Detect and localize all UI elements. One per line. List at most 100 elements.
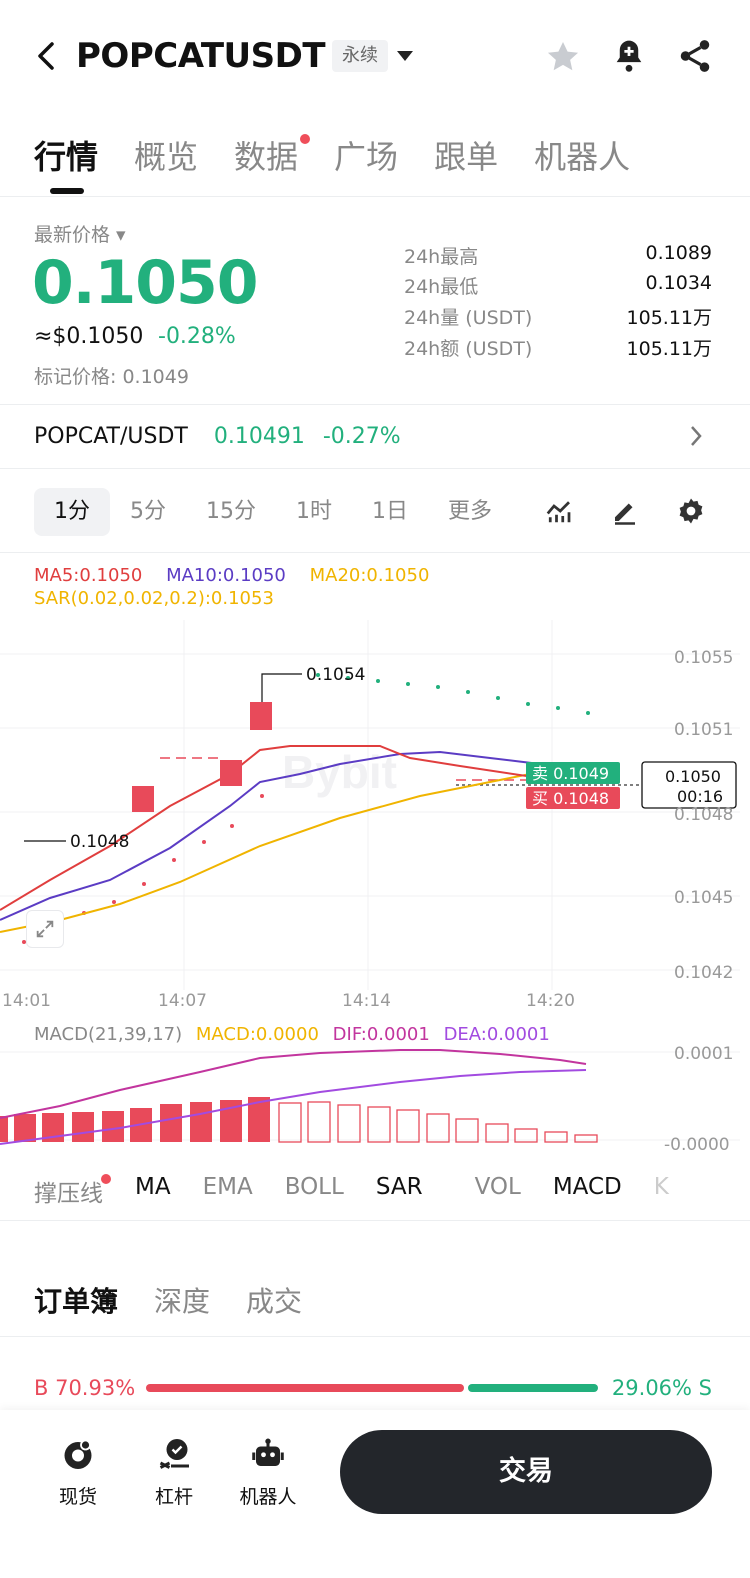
toggle-kdj[interactable]: K [653,1174,669,1200]
draw-tool-button[interactable] [610,496,640,530]
nav-bots-label: 机器人 [239,1486,297,1508]
sell-ratio-bar [468,1384,598,1392]
indicator-button[interactable] [544,496,574,530]
tab-orderbook[interactable]: 订单簿 [34,1285,119,1318]
divider [0,1220,750,1221]
buy-tag: 买 0.1048 [532,789,609,808]
chart-settings-button[interactable] [676,496,706,530]
spot-pair-row[interactable]: POPCAT/USDT 0.10491 -0.27% [34,424,401,449]
indicator-toggles: 撑压线 MA EMA BOLL SAR VOL MACD K [34,1174,669,1208]
interval-1m[interactable]: 1分 [34,488,110,536]
robot-icon [252,1438,284,1466]
high-annotation: 0.1054 [306,665,365,685]
interval-more[interactable]: 更多 [448,499,493,524]
caret-down-icon [397,51,413,61]
y-tick: 0.1051 [674,720,733,740]
main-tabs: 行情 概览 数据 广场 跟单 机器人 [34,132,666,178]
toggle-ema[interactable]: EMA [202,1174,253,1200]
usd-price: ≈$0.1050 [34,324,144,349]
divider [0,468,750,469]
notification-dot [101,1174,111,1184]
tab-bots[interactable]: 机器人 [534,138,631,176]
x-tick: 14:20 [526,991,575,1011]
ma20-value: MA20:0.1050 [309,565,430,586]
spot-pair: POPCAT/USDT [34,424,188,449]
price-change: -0.28% [158,324,236,349]
mark-price: 标记价格: 0.1049 [34,366,189,388]
price-alert-button[interactable] [610,36,648,80]
last-price-tag: 0.1050 [665,767,721,786]
perpetual-tag: 永续 [332,40,388,72]
nav-bots[interactable]: 机器人 [228,1434,308,1509]
interval-5m[interactable]: 5分 [130,499,166,524]
orderbook-tabs: 订单簿 深度 成交 [34,1280,338,1320]
favorite-button[interactable] [544,38,582,80]
back-button[interactable] [30,38,66,74]
bell-plus-icon [616,40,642,72]
toggle-vol[interactable]: VOL [474,1174,521,1200]
candle-countdown: 00:16 [677,787,723,806]
sar-value: SAR(0.02,0.02,0.2):0.1053 [34,588,274,609]
stat-volume: 24h量 (USDT) 105.11万 [404,307,712,329]
toggle-boll[interactable]: BOLL [284,1174,344,1200]
pair-title[interactable]: POPCATUSDT [76,36,326,76]
sell-tag: 卖 0.1049 [532,764,609,783]
tab-data[interactable]: 数据 [234,132,311,178]
candle [220,760,242,786]
tab-depth[interactable]: 深度 [154,1285,211,1318]
expand-icon [36,920,54,938]
tab-overview[interactable]: 概览 [134,138,199,176]
leverage-icon [159,1439,189,1469]
tab-trades[interactable]: 成交 [246,1285,303,1318]
toggle-ma[interactable]: MA [135,1174,171,1200]
fullscreen-button[interactable] [26,910,64,948]
spot-row-arrow[interactable] [688,424,704,452]
spot-change: -0.27% [322,424,401,449]
interval-1d[interactable]: 1日 [372,499,408,524]
macd-legend: MACD(21,39,17) MACD:0.0000 DIF:0.0001 DE… [34,1024,550,1045]
price-chart[interactable]: Bybit 0.1054 0.1048 卖 0.1049 买 0.1048 0.… [0,610,750,1020]
ma-legend: MA5:0.1050 MA10:0.1050 MA20:0.1050 SAR(0… [34,565,447,609]
pencil-icon [615,503,635,525]
ma10-line [0,750,541,921]
divider [0,404,750,405]
share-icon [680,40,710,72]
interval-1h[interactable]: 1时 [296,499,332,524]
interval-15m[interactable]: 15分 [206,499,256,524]
macd-y-tick: -0.0000 [664,1135,730,1155]
macd-chart[interactable]: 0.0001 -0.0000 [0,1040,750,1160]
sell-ratio: 29.06% S [611,1376,712,1400]
trade-button[interactable]: 交易 [340,1430,712,1514]
toggle-support-resistance[interactable]: 撑压线 [34,1174,111,1208]
tab-copy-trading[interactable]: 跟单 [434,138,499,176]
chart-watermark: Bybit [282,746,397,798]
share-button[interactable] [676,36,714,80]
ma5-line [0,745,541,911]
latest-price-label[interactable]: 最新价格 ▾ [34,224,126,246]
nav-spot[interactable]: 现货 [38,1434,118,1509]
gear-icon [679,498,703,524]
sar-dots [22,673,590,944]
stat-high: 24h最高 0.1089 [404,242,712,268]
divider [0,196,750,197]
stat-low: 24h最低 0.1034 [404,272,712,298]
candle [250,702,272,730]
ma5-value: MA5:0.1050 [34,565,143,586]
active-tab-indicator [50,188,84,194]
tab-square[interactable]: 广场 [334,138,399,176]
tab-market[interactable]: 行情 [34,138,99,176]
indicator-icon [546,501,571,523]
y-tick: 0.1055 [674,648,733,668]
toggle-macd[interactable]: MACD [552,1174,622,1200]
toggle-sar[interactable]: SAR [375,1174,423,1200]
interval-selector: 1分 5分 15分 1时 1日 更多 [34,488,512,536]
nav-leverage-label: 杠杆 [154,1486,193,1508]
low-annotation: 0.1048 [70,832,129,852]
divider [0,1336,750,1337]
x-tick: 14:14 [342,991,391,1011]
stat-turnover: 24h额 (USDT) 105.11万 [404,338,712,360]
buy-ratio: B 70.93% [34,1376,136,1400]
spot-price: 0.10491 [213,424,305,449]
nav-leverage[interactable]: 杠杆 [134,1434,214,1509]
pair-dropdown-button[interactable] [396,48,414,67]
